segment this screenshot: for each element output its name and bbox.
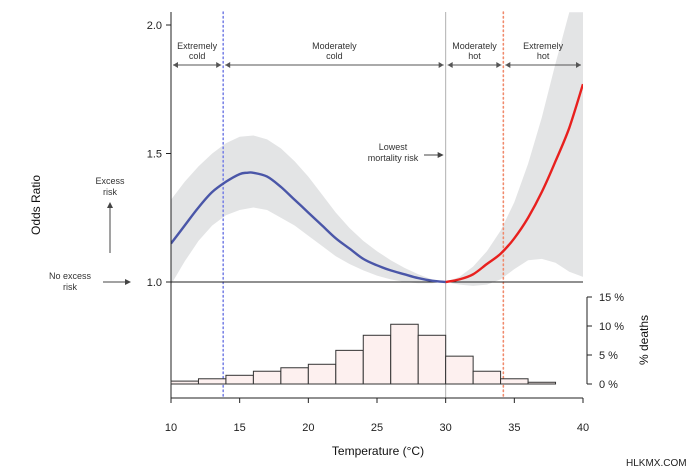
zone-arrowhead-right-2: [496, 62, 502, 68]
hist-bar-0: [170, 380, 199, 385]
x-tick-label: 15: [234, 422, 246, 434]
excess-risk-label: Excess risk: [95, 176, 125, 197]
hist-y-tick-label: 10 %: [599, 321, 624, 333]
zone-arrowhead-left-0: [173, 62, 178, 68]
x-tick-label: 30: [440, 422, 452, 434]
series-line-0: [171, 171, 446, 284]
zone-label-1: Moderately cold: [312, 41, 357, 61]
hist-bar-5: [307, 363, 337, 385]
hist-bar-4: [280, 367, 309, 385]
x-tick-label: 10: [165, 422, 177, 434]
hist-bar-6: [335, 349, 364, 385]
hist-bar-8: [390, 323, 419, 385]
x-tick-label: 35: [508, 422, 520, 434]
hist-bar-9: [417, 334, 447, 385]
zone-arrowhead-left-2: [447, 62, 453, 68]
hist-y-tick-label: 0 %: [599, 379, 618, 391]
zone-label-2: Moderately hot: [452, 41, 497, 61]
hist-bar-10: [445, 355, 474, 385]
zone-label-0: Extremely cold: [177, 41, 218, 61]
hist-bar-2: [225, 374, 254, 385]
x-tick-label: 25: [371, 422, 383, 434]
x-tick-label: 20: [302, 422, 314, 434]
hist-bar-11: [472, 370, 502, 385]
hist-bar-3: [252, 370, 282, 385]
x-axis-label: Temperature (°C): [332, 444, 424, 458]
y-tick-label: 2.0: [147, 20, 162, 32]
y-tick-label: 1.0: [147, 277, 162, 289]
confidence-band: [171, 12, 583, 286]
series-line-1: [445, 83, 583, 284]
hist-bar-7: [362, 334, 392, 385]
no-excess-risk-label: No excess risk: [49, 271, 92, 292]
zone-arrowhead-right-3: [576, 62, 581, 68]
zone-label-3: Extremely hot: [523, 41, 564, 61]
lowest-risk-arrowhead: [437, 152, 444, 158]
zone-arrowhead-left-1: [225, 62, 231, 68]
lowest-risk-label: Lowest mortality risk: [368, 142, 419, 163]
watermark-text: HLKMX.COM: [626, 458, 687, 469]
hist-bar-1: [197, 378, 227, 385]
hist-y-tick-label: 15 %: [599, 292, 624, 304]
zone-arrowhead-right-1: [438, 62, 444, 68]
y-axis-label: Odds Ratio: [29, 175, 43, 235]
hist-y-axis-label: % deaths: [637, 315, 651, 365]
no-excess-arrowhead: [125, 279, 131, 285]
hist-bar-12: [500, 378, 529, 385]
hist-y-tick-label: 5 %: [599, 350, 618, 362]
zone-arrowhead-right-0: [216, 62, 222, 68]
x-tick-label: 40: [577, 422, 589, 434]
hist-bar-13: [527, 381, 557, 385]
excess-risk-arrowhead: [107, 202, 113, 208]
zone-arrowhead-left-3: [505, 62, 511, 68]
y-tick-label: 1.5: [147, 149, 162, 161]
